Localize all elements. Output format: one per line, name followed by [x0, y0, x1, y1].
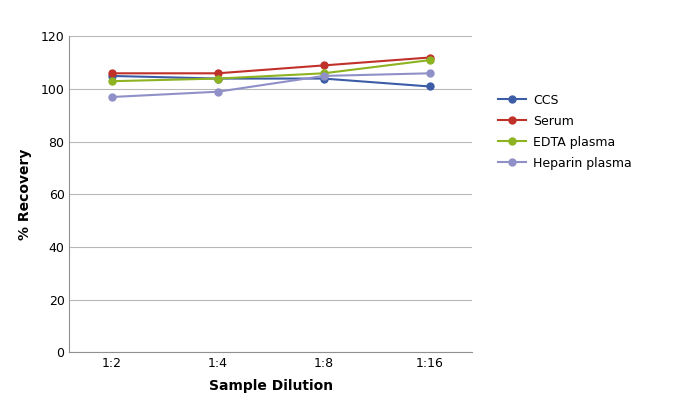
Serum: [214, 71, 222, 76]
Heparin plasma: [214, 90, 222, 94]
Line: Heparin plasma: Heparin plasma: [108, 70, 433, 100]
EDTA plasma: [214, 76, 222, 81]
EDTA plasma: [108, 79, 116, 84]
CCS: [108, 74, 116, 79]
EDTA plasma: [425, 58, 434, 62]
CCS: [214, 76, 222, 81]
Serum: [108, 71, 116, 76]
Line: Serum: Serum: [108, 54, 433, 77]
Line: CCS: CCS: [108, 72, 433, 90]
Heparin plasma: [319, 74, 328, 79]
Legend: CCS, Serum, EDTA plasma, Heparin plasma: CCS, Serum, EDTA plasma, Heparin plasma: [494, 90, 636, 174]
Line: EDTA plasma: EDTA plasma: [108, 57, 433, 85]
CCS: [319, 76, 328, 81]
Heparin plasma: [108, 95, 116, 100]
Y-axis label: % Recovery: % Recovery: [18, 149, 33, 240]
Serum: [425, 55, 434, 60]
CCS: [425, 84, 434, 89]
EDTA plasma: [319, 71, 328, 76]
Serum: [319, 63, 328, 68]
Heparin plasma: [425, 71, 434, 76]
X-axis label: Sample Dilution: Sample Dilution: [209, 379, 332, 392]
